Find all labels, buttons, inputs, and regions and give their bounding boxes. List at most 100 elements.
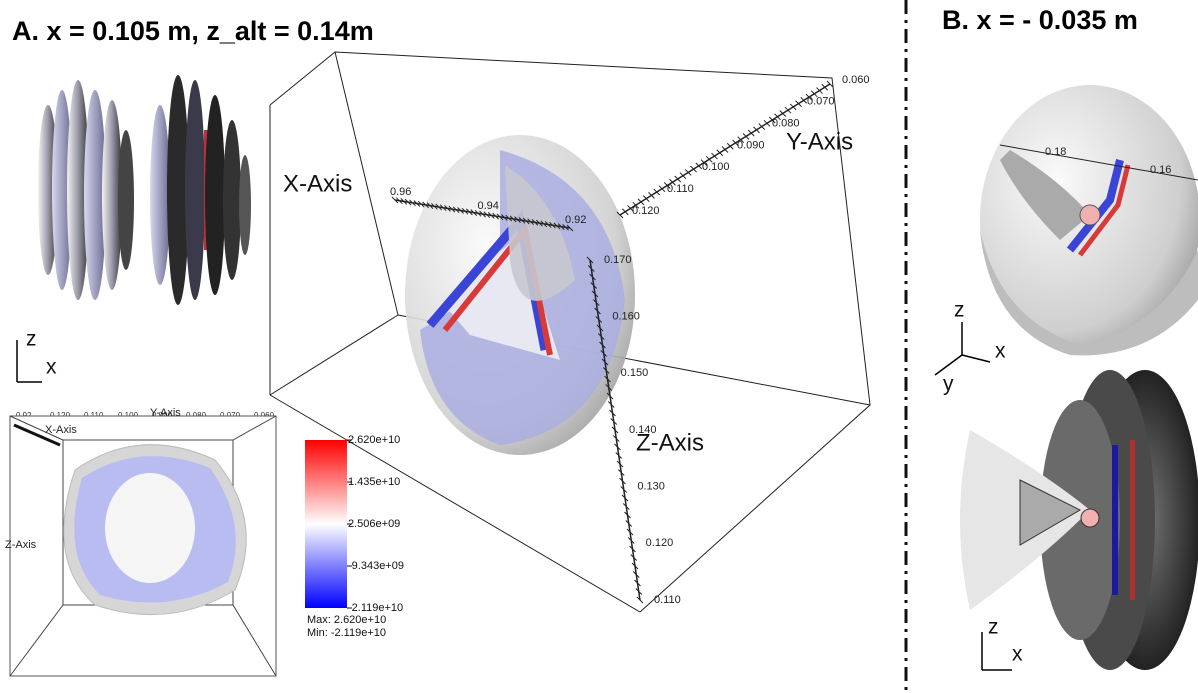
tick-mark <box>610 418 618 425</box>
colorbar-max: Max: 2.620e+10 <box>307 614 386 626</box>
tick-mark <box>635 588 643 595</box>
tick-mark <box>409 199 416 207</box>
tick-mark <box>737 136 745 144</box>
axis-title: Y-Axis <box>150 407 181 419</box>
tick-mark <box>612 435 620 442</box>
tick-label: 0.120 <box>632 205 660 217</box>
tick-mark <box>679 172 687 180</box>
tick-mark <box>674 175 682 183</box>
tick-mark <box>553 222 561 230</box>
tick-mark <box>716 149 724 157</box>
tick-mark <box>614 443 621 451</box>
b-side-shape <box>960 370 1198 670</box>
tick-mark <box>732 139 739 147</box>
tick-mark <box>630 554 638 561</box>
tick-mark <box>466 208 473 216</box>
axis-letter: x <box>46 356 57 379</box>
axis-letter: y <box>943 373 954 396</box>
tick-mark <box>518 216 526 224</box>
tick-mark <box>439 204 447 212</box>
tick-mark <box>629 545 636 553</box>
tick-label: 0.070 <box>807 96 835 108</box>
tick-label: 0.170 <box>604 254 632 266</box>
tick-mark <box>626 528 634 536</box>
tick-mark <box>711 152 718 160</box>
tick-label: 0.140 <box>629 424 657 436</box>
tick-mark <box>784 106 792 114</box>
tick-mark <box>625 520 633 527</box>
tick-mark <box>653 188 661 196</box>
tick-label: 0.16 <box>1150 164 1171 176</box>
tick-label: 0.060 <box>842 74 870 86</box>
tick-mark <box>562 223 569 231</box>
panel-a-title: A. x = 0.105 m, z_alt = 0.14m <box>12 16 374 46</box>
main-box <box>269 51 871 613</box>
tick-mark <box>566 224 574 232</box>
b-side-axes <box>981 632 1012 671</box>
colorbar-min: Min: -2.119e+10 <box>307 627 386 639</box>
tick-mark <box>695 162 703 170</box>
axis-title: Z-Axis <box>5 539 37 551</box>
tick-mark <box>479 210 486 218</box>
tick-mark <box>404 198 412 206</box>
tick-label: 0.18 <box>1045 146 1066 158</box>
tick-mark <box>531 219 539 226</box>
tick-label: 0.120 <box>646 537 674 549</box>
tick-mark <box>596 324 604 332</box>
tick-label: 0.110 <box>654 594 681 606</box>
colorbar-label: 2.506e+09 <box>348 518 400 530</box>
tick-mark <box>663 182 671 189</box>
tick-mark <box>742 133 750 140</box>
axis-letter: z <box>26 328 37 351</box>
tick-mark <box>621 208 629 216</box>
tick-mark <box>620 486 628 493</box>
tick-mark <box>627 537 635 544</box>
tick-mark <box>509 215 517 223</box>
iso-shape <box>980 85 1198 356</box>
tick-mark <box>634 579 641 587</box>
axis-title: Y-Axis <box>786 128 853 155</box>
tick-mark <box>586 256 594 264</box>
tick-mark <box>487 212 495 219</box>
tick-mark <box>805 93 813 101</box>
tick-mark <box>600 350 608 357</box>
tick-mark <box>611 426 619 434</box>
tick-mark <box>591 290 599 298</box>
axis-title: Z-Axis <box>636 429 704 456</box>
axis-letter: z <box>988 616 999 639</box>
top-view <box>9 415 277 677</box>
tick-mark <box>597 333 605 340</box>
tick-mark <box>522 217 530 225</box>
iso-axes <box>934 322 991 376</box>
colorbar-label: 2.620e+10 <box>348 434 400 446</box>
tick-label: 0.110 <box>667 183 694 195</box>
side-view-sheets <box>38 75 251 305</box>
tick-mark <box>448 205 456 213</box>
tick-mark <box>619 477 626 485</box>
tick-mark <box>483 211 491 219</box>
colorbar-label: 1.435e+10 <box>348 476 400 488</box>
tick-mark <box>417 200 425 208</box>
tick-mark <box>396 197 403 205</box>
tick-mark <box>602 367 610 374</box>
tick-mark <box>607 401 615 408</box>
tick-mark <box>391 196 399 204</box>
axis-letter: x <box>1012 643 1023 666</box>
tick-label: 0.160 <box>612 311 640 323</box>
tick-mark <box>816 87 823 94</box>
tick-mark <box>627 205 634 212</box>
tick-mark <box>615 452 623 459</box>
tick-mark <box>599 341 606 349</box>
tick-mark <box>589 273 596 281</box>
tick-mark <box>461 207 469 215</box>
tick-mark <box>810 90 818 98</box>
main-shape <box>405 135 635 455</box>
tick-mark <box>514 216 521 223</box>
colorbar-label: -9.343e+09 <box>348 560 404 572</box>
tick-label: 0.92 <box>565 214 586 226</box>
tick-mark <box>605 384 613 391</box>
tick-mark <box>624 511 631 519</box>
tick-mark <box>826 80 834 88</box>
tick-mark <box>557 223 565 230</box>
tick-mark <box>637 198 645 206</box>
